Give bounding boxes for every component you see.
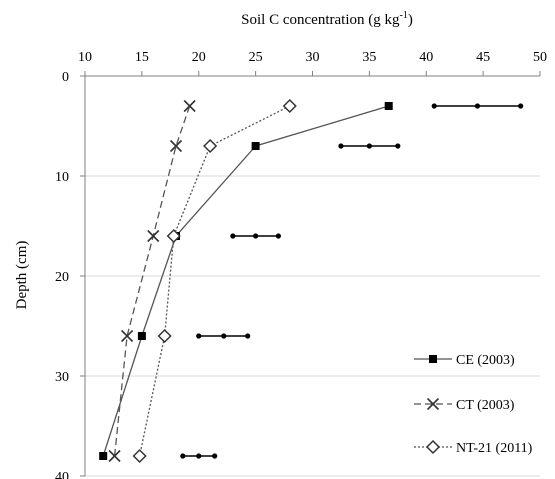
x-tick-labels: 10 15 20 25 30 35 40 45 50 bbox=[78, 50, 547, 65]
legend-marker bbox=[425, 439, 441, 455]
error-bar-point bbox=[196, 453, 202, 459]
y-tick-label: 10 bbox=[55, 170, 69, 185]
series-point bbox=[99, 452, 108, 460]
y-tick-label: 40 bbox=[55, 470, 69, 479]
series-point bbox=[384, 102, 393, 110]
x-tick-label: 10 bbox=[78, 50, 92, 65]
error-bar-point bbox=[245, 333, 251, 339]
series-point bbox=[147, 229, 160, 243]
series-point bbox=[183, 99, 196, 113]
x-axis-title-sup: -1 bbox=[399, 10, 407, 21]
error-bar-point bbox=[395, 143, 401, 149]
series-point bbox=[282, 98, 297, 114]
error-bar-point bbox=[180, 453, 186, 459]
legend-item-3: NT-21 (2011) bbox=[414, 439, 533, 456]
series-group bbox=[99, 98, 393, 464]
series-point bbox=[137, 332, 146, 340]
x-axis-title-main: Soil C concentration (g kg bbox=[241, 12, 400, 28]
series-line bbox=[113, 105, 191, 457]
legend-marker bbox=[426, 397, 440, 411]
series-point bbox=[203, 138, 218, 154]
error-bars bbox=[180, 103, 524, 459]
series-point bbox=[166, 228, 181, 244]
series-line bbox=[138, 105, 291, 457]
series-3 bbox=[132, 98, 297, 464]
series-point bbox=[157, 328, 172, 344]
x-axis-title-end: ) bbox=[408, 12, 413, 28]
series-point bbox=[108, 449, 121, 463]
x-tick-label: 15 bbox=[135, 50, 149, 65]
x-tick-label: 35 bbox=[362, 50, 376, 65]
x-tick-label: 50 bbox=[533, 50, 547, 65]
error-bar-point bbox=[431, 103, 437, 109]
x-marker-stroke bbox=[426, 397, 440, 411]
y-tick-label: 20 bbox=[55, 270, 69, 285]
error-bar-point bbox=[212, 453, 218, 459]
error-bar-point bbox=[366, 143, 372, 149]
error-bar-point bbox=[253, 233, 259, 239]
x-marker-stroke bbox=[147, 229, 160, 243]
series-1 bbox=[99, 102, 393, 460]
series-line bbox=[102, 105, 389, 457]
legend-label: CT (2003) bbox=[456, 398, 515, 413]
legend-label: CE (2003) bbox=[456, 353, 515, 368]
y-tick-labels: 0 10 20 30 40 bbox=[55, 70, 69, 479]
x-axis-title: Soil C concentration (g kg-1) bbox=[241, 10, 413, 28]
error-bar-point bbox=[275, 233, 281, 239]
series-point bbox=[169, 139, 183, 153]
x-tick-label: 20 bbox=[192, 50, 206, 65]
series-point bbox=[121, 329, 134, 343]
x-marker-stroke bbox=[121, 329, 134, 343]
legend-label: NT-21 (2011) bbox=[456, 441, 533, 456]
x-marker-stroke bbox=[169, 139, 183, 153]
x-tick-label: 30 bbox=[306, 50, 320, 65]
x-marker-stroke bbox=[183, 99, 196, 113]
error-bar-point bbox=[196, 333, 202, 339]
x-tick-label: 40 bbox=[419, 50, 433, 65]
error-bar-point bbox=[518, 103, 524, 109]
x-tick-label: 25 bbox=[249, 50, 263, 65]
series-point bbox=[132, 448, 147, 464]
legend: CE (2003) CT (2003) NT-21 (2011) bbox=[414, 353, 533, 456]
grid-lines bbox=[85, 175, 540, 477]
series-2 bbox=[108, 99, 196, 463]
y-tick-label: 30 bbox=[55, 370, 69, 385]
legend-item-2: CT (2003) bbox=[414, 397, 515, 413]
y-axis-title: Depth (cm) bbox=[14, 241, 30, 310]
error-bar-point bbox=[338, 143, 344, 149]
x-marker-stroke bbox=[108, 449, 121, 463]
error-bar-point bbox=[230, 233, 236, 239]
x-tick-label: 45 bbox=[476, 50, 490, 65]
error-bar-point bbox=[474, 103, 481, 109]
legend-marker bbox=[429, 355, 437, 363]
legend-item-1: CE (2003) bbox=[414, 353, 515, 368]
error-bar-point bbox=[221, 333, 227, 339]
series-point bbox=[251, 142, 260, 150]
y-tick-label: 0 bbox=[62, 70, 69, 85]
axes bbox=[80, 71, 541, 477]
